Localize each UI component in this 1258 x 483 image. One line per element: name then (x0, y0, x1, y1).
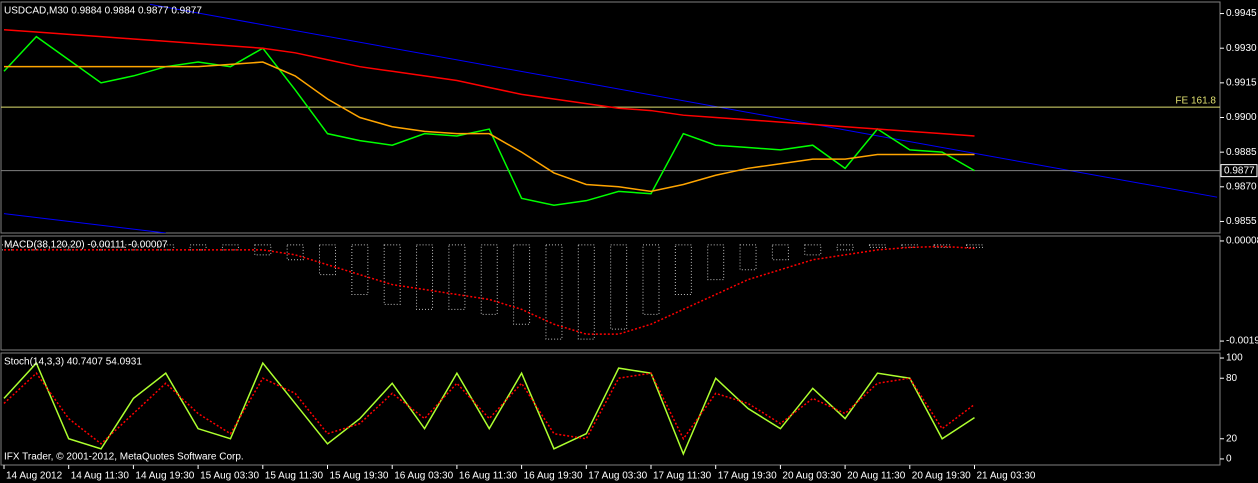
histogram-bar (674, 244, 692, 295)
histogram-bar (577, 244, 595, 340)
y-tick-label: 0.9885 (1226, 147, 1257, 158)
x-tick-label: 16 Aug 11:30 (459, 471, 518, 482)
series-line (3, 361, 975, 456)
stoch-pane (0, 352, 1221, 466)
histogram-bar (707, 244, 725, 281)
x-tick-label: 17 Aug 19:30 (718, 471, 777, 482)
price-pane (0, 1, 1221, 234)
histogram-bar (416, 244, 434, 310)
y-tick-label: 0 (1226, 454, 1232, 465)
pane-title: MACD(38,120,20) -0.00111 -0.00007 (4, 240, 168, 251)
x-tick-label: 17 Aug 11:30 (653, 471, 712, 482)
plot-layer: USDCAD,M30 0.9884 0.9884 0.9877 0.9877 0.… (1, 3, 1258, 482)
histogram-bar (60, 244, 78, 251)
trendline (3, 213, 166, 233)
x-tick-label: 14 Aug 2012 (6, 471, 63, 482)
histogram-bar (739, 244, 757, 271)
copyright: IFX Trader, © 2001-2012, MetaQuotes Soft… (4, 452, 244, 463)
histogram-bar (545, 244, 563, 340)
series-line (3, 35, 975, 207)
x-tick-label: 14 Aug 19:30 (135, 471, 194, 482)
trendline (149, 3, 1218, 198)
histogram-bar (448, 244, 466, 310)
series-line (3, 372, 975, 445)
histogram-bar (480, 244, 498, 315)
histogram-bar (513, 244, 531, 325)
histogram-bar (804, 244, 822, 256)
series-line (4, 245, 975, 335)
y-tick-label: 0.9945 (1226, 8, 1257, 19)
reference-label: FE 161.8 (1175, 96, 1216, 107)
y-tick-label: 0.00008 (1226, 236, 1258, 247)
pane-plot (1, 244, 983, 340)
pane-title: Stoch(14,3,3) 40.7407 54.0931 (4, 357, 142, 368)
x-tick-label: 15 Aug 11:30 (265, 471, 324, 482)
y-tick-label: -0.00194 (1226, 336, 1258, 347)
y-tick-label: 0.9870 (1226, 181, 1257, 192)
histogram-bar (1, 244, 13, 251)
y-tick-label: 0.9855 (1226, 216, 1257, 227)
pane-plot (1, 3, 1220, 233)
y-tick-label: 0.9930 (1226, 43, 1257, 54)
x-tick-label: 16 Aug 03:30 (394, 471, 453, 482)
series-line (3, 28, 975, 137)
macd-pane (0, 235, 1221, 351)
pane-plot (3, 361, 975, 456)
histogram-bar (221, 244, 239, 251)
pane-title: USDCAD,M30 0.9884 0.9884 0.9877 0.9877 (4, 6, 202, 17)
series-line (4, 61, 975, 193)
y-tick-label: 100 (1226, 353, 1243, 364)
current-price-box (1220, 164, 1258, 178)
histogram-bar (124, 244, 142, 251)
current-price-label: 0.9877 (1224, 165, 1255, 176)
histogram-bar (92, 244, 110, 251)
y-tick-label: 80 (1226, 373, 1238, 384)
x-tick-label: 15 Aug 19:30 (330, 471, 389, 482)
x-tick-label: 21 Aug 03:30 (977, 471, 1036, 482)
x-tick-label: 17 Aug 03:30 (588, 471, 647, 482)
histogram-bar (383, 244, 401, 305)
histogram-bar (157, 244, 175, 251)
y-tick-label: 20 (1226, 433, 1238, 444)
histogram-bar (868, 244, 886, 248)
x-tick-label: 20 Aug 19:30 (912, 471, 971, 482)
x-tick-label: 15 Aug 03:30 (200, 471, 259, 482)
histogram-bar (27, 244, 45, 251)
histogram-bar (254, 244, 272, 256)
histogram-bar (610, 244, 628, 330)
x-tick-label: 20 Aug 11:30 (847, 471, 906, 482)
histogram-bar (319, 244, 336, 276)
histogram-bar (642, 244, 660, 315)
y-tick-label: 0.9900 (1226, 112, 1257, 123)
histogram-bar (286, 244, 304, 261)
x-tick-label: 16 Aug 19:30 (524, 471, 583, 482)
histogram-bar (836, 244, 854, 251)
x-tick-label: 14 Aug 11:30 (71, 471, 130, 482)
histogram-bar (351, 244, 369, 295)
histogram-bar (966, 244, 983, 248)
y-tick-label: 0.9915 (1226, 77, 1257, 88)
histogram-bar (771, 244, 789, 261)
histogram-bar (189, 244, 207, 251)
x-tick-label: 20 Aug 03:30 (782, 471, 841, 482)
